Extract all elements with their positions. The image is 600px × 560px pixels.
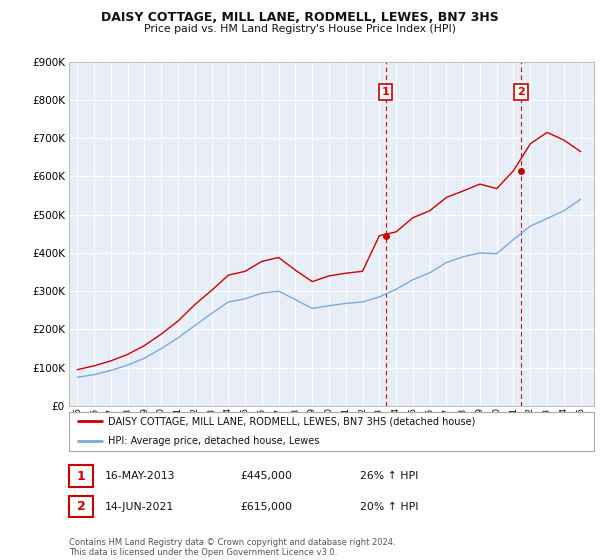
Text: 14-JUN-2021: 14-JUN-2021	[105, 502, 174, 512]
Text: 1: 1	[382, 87, 389, 97]
Text: 1: 1	[77, 469, 85, 483]
Text: £615,000: £615,000	[240, 502, 292, 512]
Text: 2: 2	[517, 87, 525, 97]
Text: 26% ↑ HPI: 26% ↑ HPI	[360, 471, 418, 481]
Text: DAISY COTTAGE, MILL LANE, RODMELL, LEWES, BN7 3HS (detached house): DAISY COTTAGE, MILL LANE, RODMELL, LEWES…	[109, 417, 476, 426]
Text: Contains HM Land Registry data © Crown copyright and database right 2024.
This d: Contains HM Land Registry data © Crown c…	[69, 538, 395, 557]
Text: 2: 2	[77, 500, 85, 514]
Text: HPI: Average price, detached house, Lewes: HPI: Average price, detached house, Lewe…	[109, 436, 320, 446]
Text: 16-MAY-2013: 16-MAY-2013	[105, 471, 176, 481]
Text: Price paid vs. HM Land Registry's House Price Index (HPI): Price paid vs. HM Land Registry's House …	[144, 24, 456, 34]
Text: 20% ↑ HPI: 20% ↑ HPI	[360, 502, 419, 512]
Text: £445,000: £445,000	[240, 471, 292, 481]
Text: DAISY COTTAGE, MILL LANE, RODMELL, LEWES, BN7 3HS: DAISY COTTAGE, MILL LANE, RODMELL, LEWES…	[101, 11, 499, 24]
